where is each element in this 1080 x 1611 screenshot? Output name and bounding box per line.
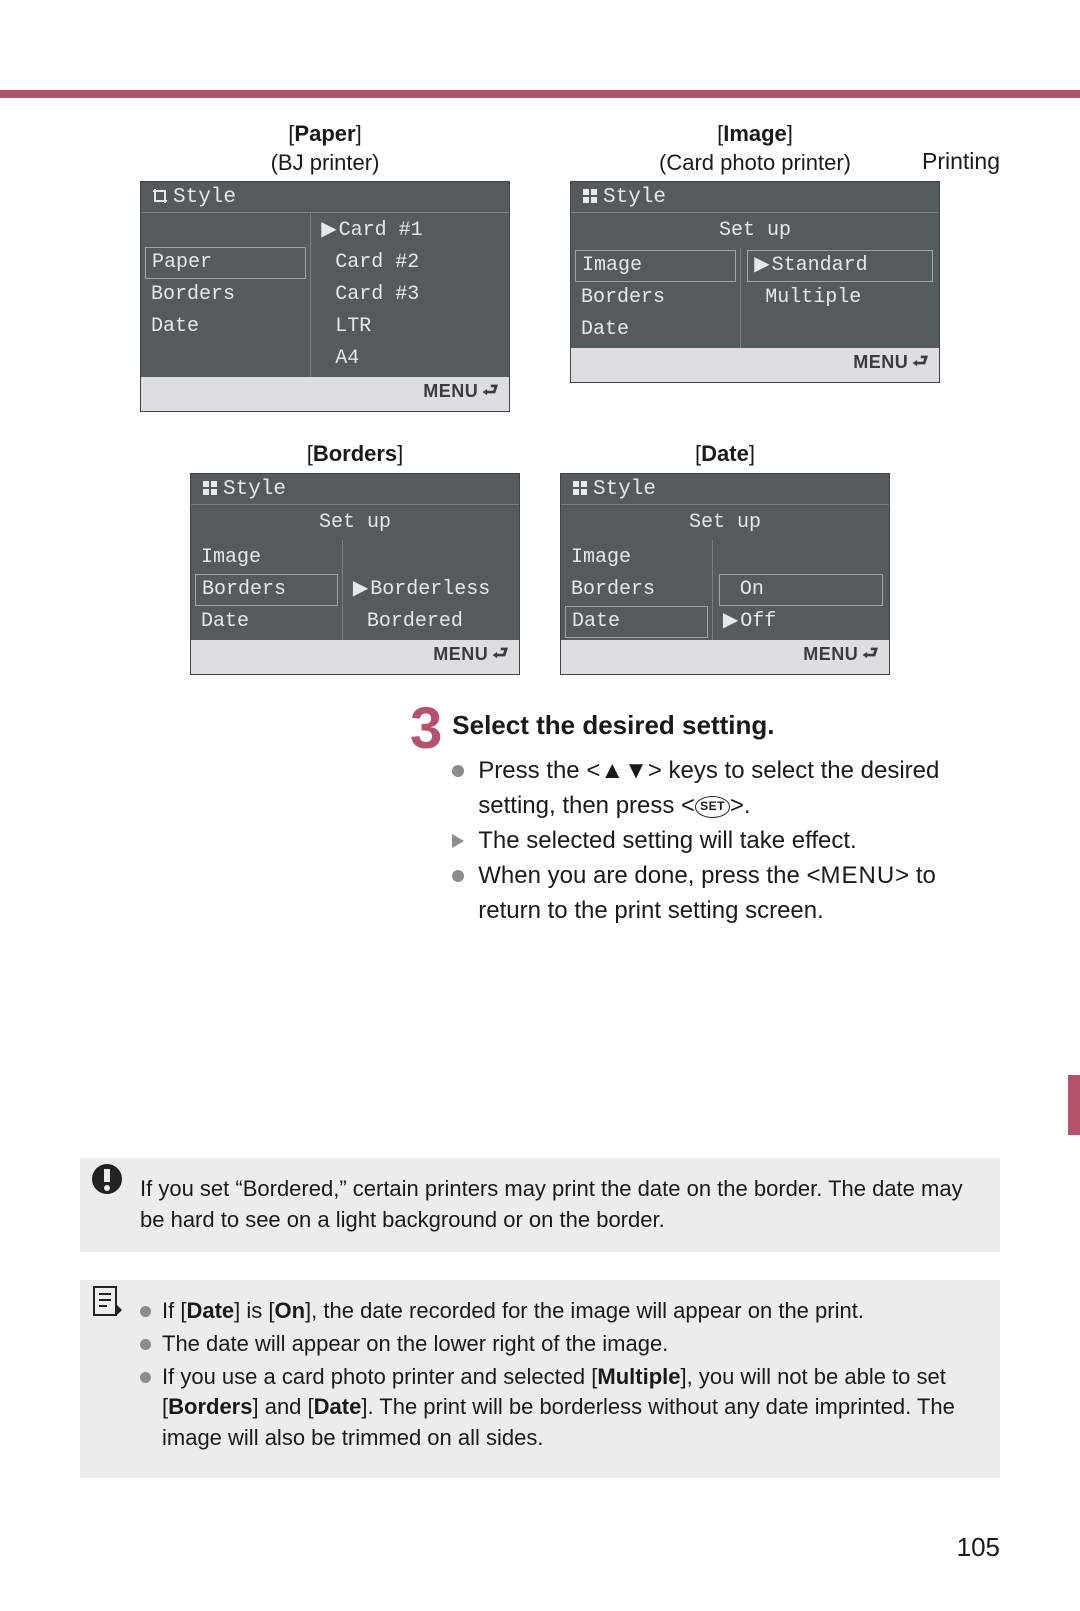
- lcd-right-item: Bordered: [343, 606, 519, 638]
- lcd-left-item: Image: [575, 250, 736, 282]
- lcd-left-item: Borders: [195, 574, 338, 606]
- set-button-icon: SET: [695, 796, 730, 817]
- lcd-left-item: Date: [571, 314, 740, 346]
- side-tab: [1068, 1075, 1080, 1135]
- info-note: If [Date] is [On], the date recorded for…: [80, 1280, 1000, 1478]
- lcd-image: Style Set up Image Borders Date ▶Standar…: [570, 181, 940, 383]
- lcd-footer: MENU⮐: [191, 640, 519, 674]
- lcd-date: Style Set up Image Borders Date On ▶Off: [560, 473, 890, 675]
- caution-icon: [90, 1162, 124, 1196]
- lcd-right-item: On: [719, 574, 883, 606]
- header-rule: [0, 90, 1080, 98]
- updown-keys-icon: ▲▼: [600, 757, 648, 784]
- step-line: The selected setting will take effect.: [452, 824, 1000, 859]
- lcd-left-item: Date: [141, 311, 310, 343]
- lcd-setup: Set up: [561, 505, 889, 540]
- note-text: If you set “Bordered,” certain printers …: [140, 1174, 980, 1236]
- screen-label: [Date]: [560, 440, 890, 469]
- step-title: Select the desired setting.: [452, 707, 1000, 745]
- lcd-left-item: Image: [561, 542, 712, 574]
- lcd-left-item: Borders: [571, 282, 740, 314]
- step-line: When you are done, press the <MENU> to r…: [452, 859, 1000, 929]
- screens-row-bottom: [Borders] Style Set up Image Borders Dat…: [80, 440, 1000, 675]
- lcd-left-item: Date: [191, 606, 342, 638]
- lcd-right-item: LTR: [311, 311, 509, 343]
- screen-label: [Borders]: [190, 440, 520, 469]
- page-number: 105: [957, 1532, 1000, 1563]
- lcd-left-item: Borders: [561, 574, 712, 606]
- screen-paper: [Paper] (BJ printer) Style Paper Borders…: [140, 120, 510, 412]
- crop-icon: [151, 188, 169, 204]
- section-header: Printing: [922, 148, 1000, 175]
- lcd-setup: Set up: [571, 213, 939, 248]
- screens-row-top: [Paper] (BJ printer) Style Paper Borders…: [80, 120, 1000, 412]
- screen-date: [Date] Style Set up Image Borders Date O…: [560, 440, 890, 675]
- note-bullet: If [Date] is [On], the date recorded for…: [140, 1296, 980, 1327]
- step-line: Press the <▲▼> keys to select the desire…: [452, 754, 1000, 824]
- caution-note: If you set “Bordered,” certain printers …: [80, 1158, 1000, 1252]
- lcd-left-item: Paper: [145, 247, 306, 279]
- lcd-setup: Set up: [191, 505, 519, 540]
- lcd-borders: Style Set up Image Borders Date ▶Borderl…: [190, 473, 520, 675]
- screen-borders: [Borders] Style Set up Image Borders Dat…: [190, 440, 520, 675]
- lcd-right-item: ▶Card #1: [311, 215, 509, 247]
- palette-icon: [571, 480, 589, 496]
- screen-label: [Image] (Card photo printer): [570, 120, 940, 177]
- lcd-right-item: Multiple: [741, 282, 939, 314]
- menu-key-icon: MENU: [820, 862, 895, 889]
- step-3: 3 Select the desired setting. Press the …: [410, 707, 1000, 929]
- lcd-right-item: ▶Borderless: [343, 574, 519, 606]
- lcd-right-item: ▶Off: [713, 606, 889, 638]
- note-bullet: The date will appear on the lower right …: [140, 1329, 980, 1360]
- lcd-right-item: Card #3: [311, 279, 509, 311]
- note-icon: [90, 1284, 124, 1318]
- screen-label: [Paper] (BJ printer): [140, 120, 510, 177]
- lcd-right-item: ▶Standard: [747, 250, 933, 282]
- lcd-footer: MENU⮐: [571, 348, 939, 382]
- screen-image: [Image] (Card photo printer) Style Set u…: [570, 120, 940, 412]
- step-number: 3: [410, 703, 442, 929]
- lcd-footer: MENU⮐: [141, 377, 509, 411]
- lcd-paper: Style Paper Borders Date ▶Card #1 Card #…: [140, 181, 510, 412]
- lcd-left-item: Borders: [141, 279, 310, 311]
- lcd-right-item: A4: [311, 343, 509, 375]
- lcd-left-item: Date: [565, 606, 708, 638]
- lcd-footer: MENU⮐: [561, 640, 889, 674]
- note-bullet: If you use a card photo printer and sele…: [140, 1362, 980, 1454]
- lcd-right-item: Card #2: [311, 247, 509, 279]
- palette-icon: [581, 188, 599, 204]
- lcd-left-item: Image: [191, 542, 342, 574]
- palette-icon: [201, 480, 219, 496]
